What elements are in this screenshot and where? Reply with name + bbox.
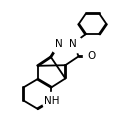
Text: N: N [69,39,77,49]
Text: NH: NH [44,96,59,106]
Text: N: N [55,39,63,49]
Text: O: O [88,51,96,61]
